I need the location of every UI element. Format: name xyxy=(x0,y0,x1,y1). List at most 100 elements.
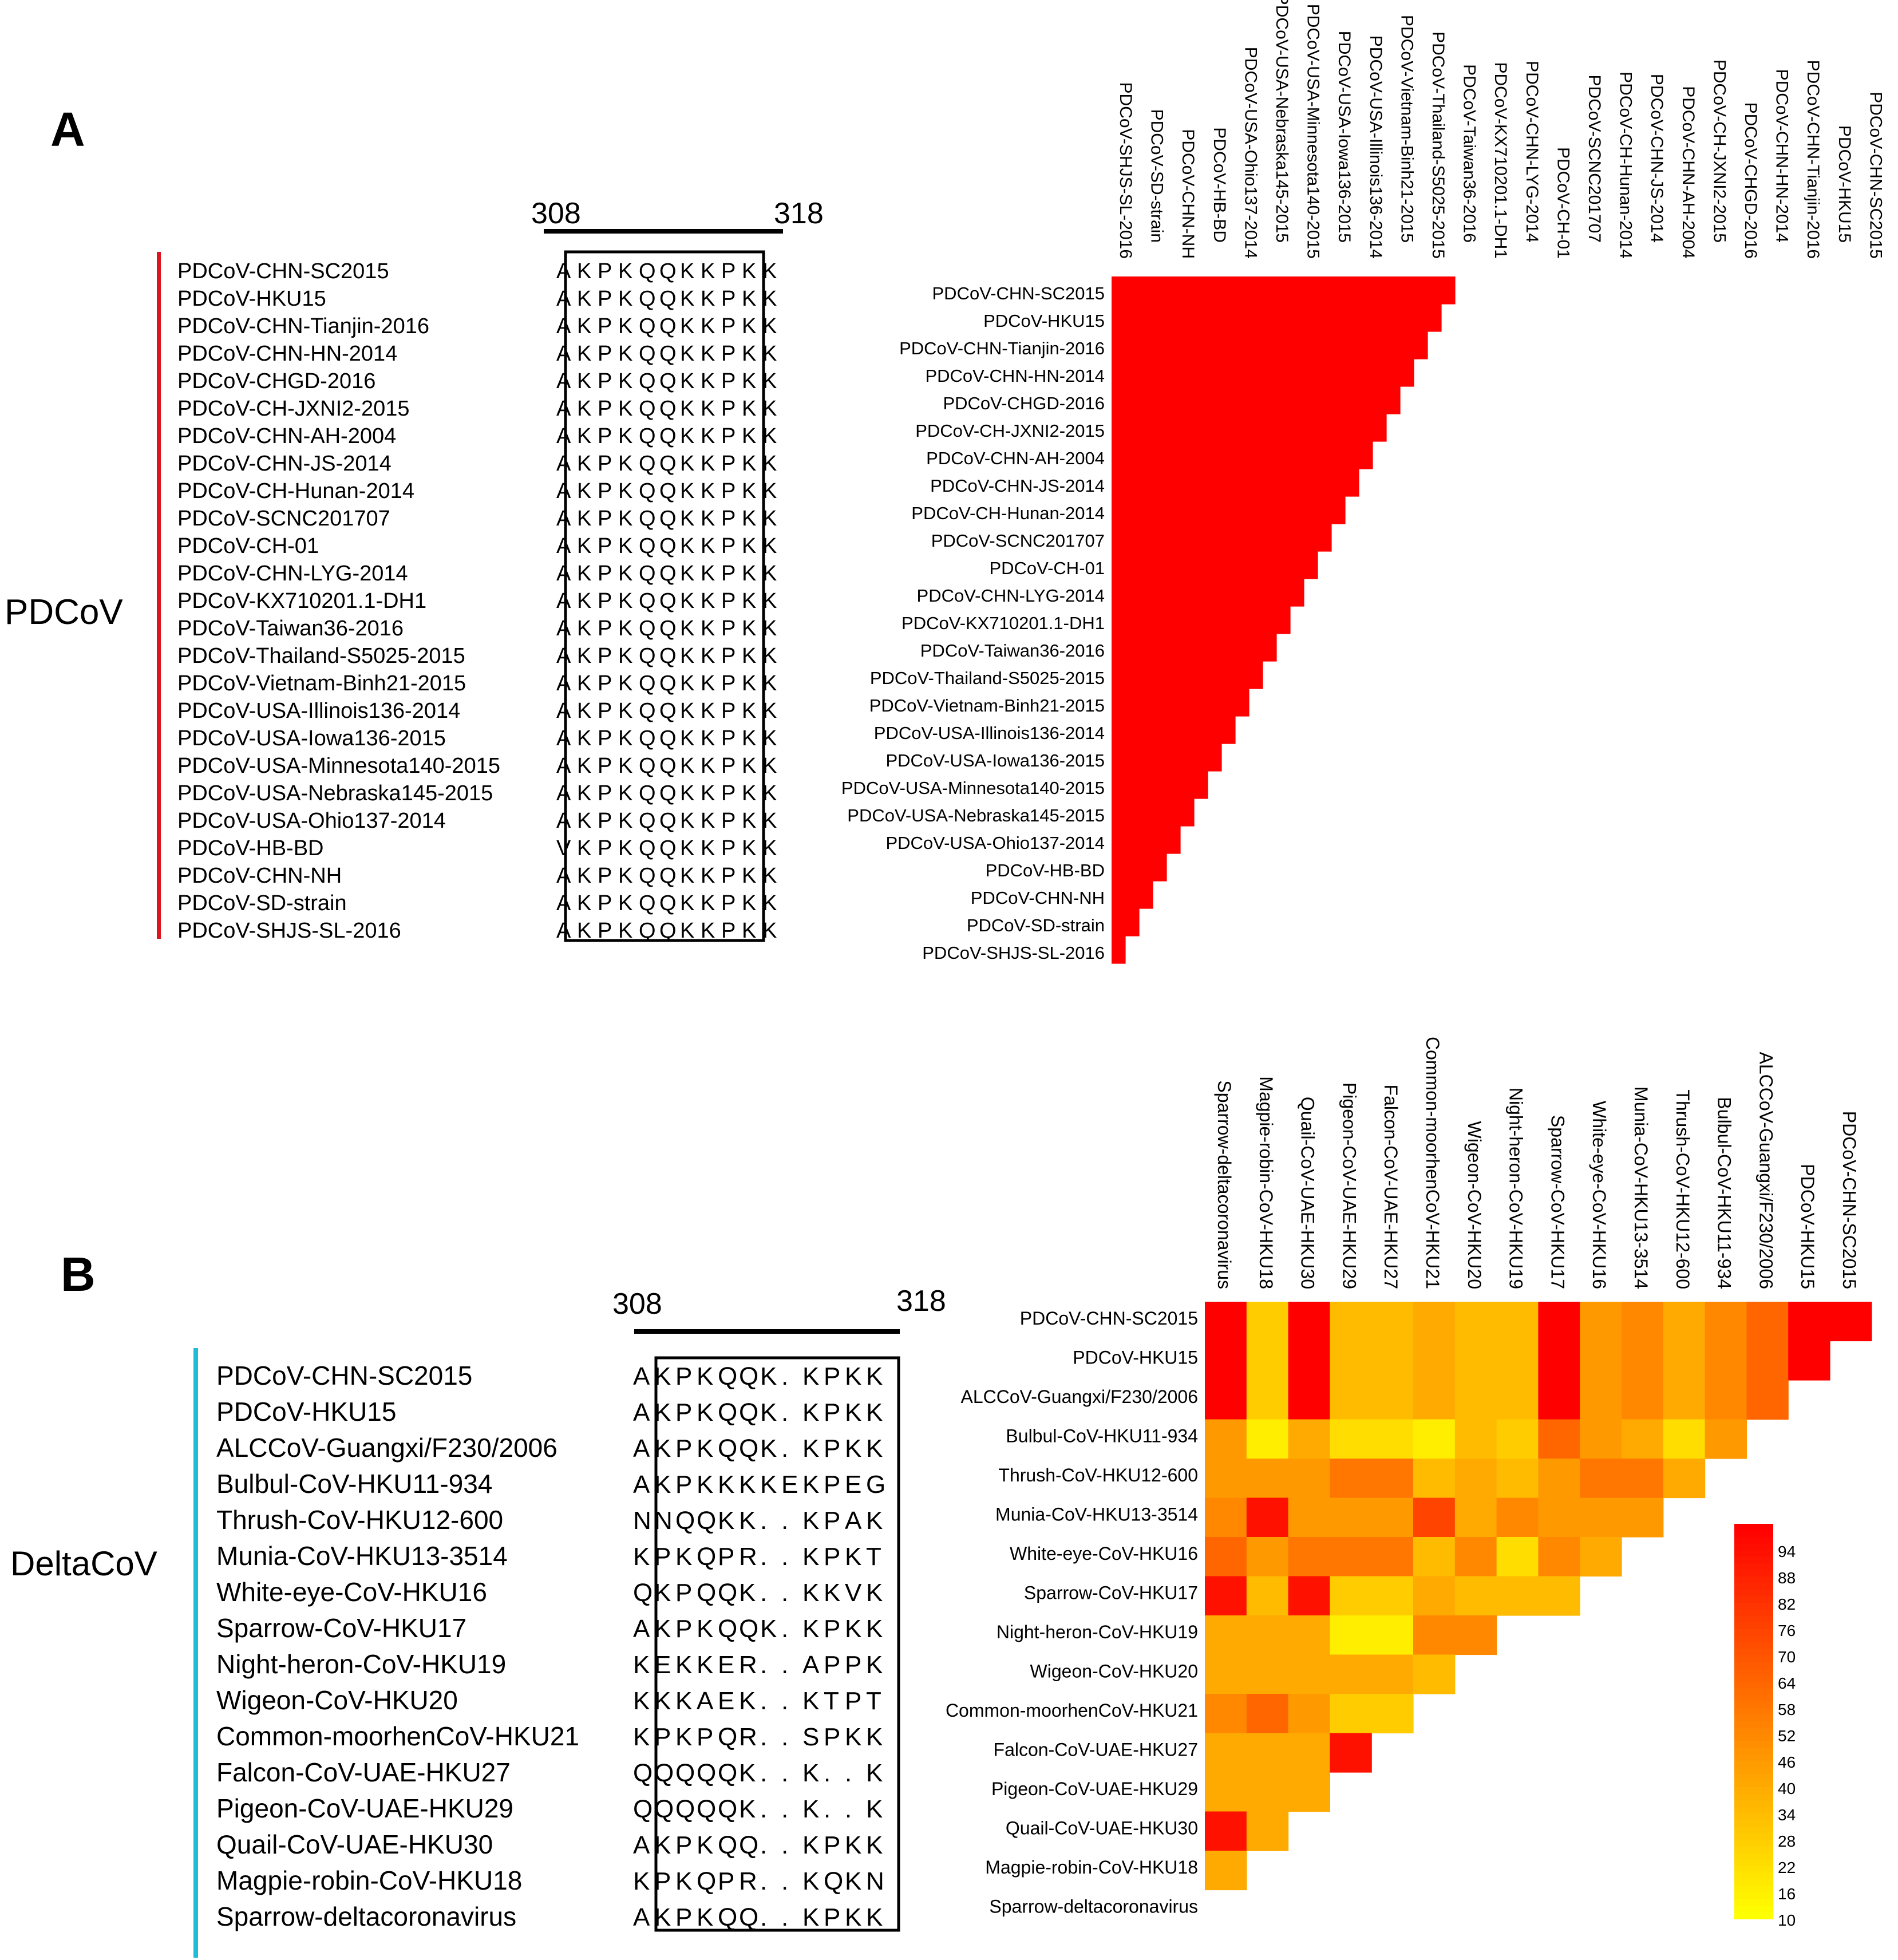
residue: Q xyxy=(697,1795,716,1823)
panel-a-heat-cell xyxy=(1263,606,1277,634)
panel-b-heat-cell xyxy=(1205,1497,1247,1538)
panel-b-heat-cell xyxy=(1454,1459,1497,1499)
scale-tick-label: 16 xyxy=(1778,1885,1796,1903)
residue: A xyxy=(633,1903,650,1931)
scale-swatch xyxy=(1734,1761,1773,1768)
panel-a-heat-cell xyxy=(1167,551,1181,579)
panel-a-heat-cell xyxy=(1235,634,1249,662)
scale-swatch xyxy=(1734,1807,1773,1814)
panel-a-heat-cell xyxy=(1194,771,1208,799)
panel-b-heat-cell xyxy=(1413,1654,1456,1694)
panel-b-heat-cell xyxy=(1371,1459,1414,1499)
residue: K xyxy=(654,1362,671,1390)
panel-b-heat-cell xyxy=(1705,1419,1747,1459)
residue: E xyxy=(654,1651,671,1679)
residue: K xyxy=(618,424,632,448)
residue: Q xyxy=(675,1795,695,1823)
panel-a-row-label: PDCoV-KX710201.1-DH1 xyxy=(901,613,1105,633)
panel-a-heat-cell xyxy=(1386,276,1401,305)
residue: K xyxy=(577,259,591,283)
scale-swatch xyxy=(1734,1616,1773,1623)
panel-b-alignment: A K P K Q Q K. K P K KA K P K Q Q K. K P K KA K P K Q Q K. K P K KA K P K… xyxy=(633,1362,885,1931)
residue: K xyxy=(697,1398,713,1426)
panel-b-heat-cell xyxy=(1580,1459,1622,1499)
residue: K xyxy=(762,726,777,750)
panel-b-heat-cell xyxy=(1288,1302,1330,1342)
panel-b-col-label: Falcon-CoV-UAE-HKU27 xyxy=(1381,1085,1401,1289)
residue: K xyxy=(577,589,591,613)
residue: K xyxy=(701,836,715,860)
panel-a-heat-cell xyxy=(1125,469,1140,497)
residue: P xyxy=(824,1543,840,1571)
panel-a-heat-cell xyxy=(1221,634,1236,662)
residue: Q xyxy=(633,1579,653,1607)
residue: K xyxy=(742,479,756,503)
panel-a-heat-cell xyxy=(1112,331,1126,359)
residue: K xyxy=(718,1507,734,1535)
panel-a-heat-cell xyxy=(1276,276,1291,305)
residue: K xyxy=(802,1615,819,1643)
residue: K xyxy=(618,781,632,805)
residue: K xyxy=(866,1723,883,1751)
residue: Q xyxy=(639,836,656,860)
panel-b-row-label: ALCCoV-Guangxi/F230/2006 xyxy=(961,1386,1198,1407)
panel-b-heat-cell xyxy=(1246,1341,1289,1381)
residue: A xyxy=(556,452,571,476)
panel-a-heat-cell xyxy=(1263,579,1277,607)
panel-b-col-label: Sparrow-CoV-HKU17 xyxy=(1547,1115,1568,1289)
residue: K xyxy=(701,287,715,311)
panel-a-col-label: PDCoV-CHN-NH xyxy=(1179,129,1197,259)
residue: P xyxy=(721,836,736,860)
panel-a-strain-label: PDCoV-KX710201.1-DH1 xyxy=(177,589,426,613)
residue: . xyxy=(760,1831,767,1859)
panel-a-heat-cell xyxy=(1153,386,1167,414)
residue: K xyxy=(762,891,777,915)
residue: P xyxy=(675,1398,692,1426)
panel-a-heat-cell xyxy=(1386,359,1401,387)
residue: Q xyxy=(639,617,656,641)
residue: K xyxy=(742,754,756,778)
panel-b-heat-cell xyxy=(1205,1811,1247,1851)
residue: . xyxy=(760,1795,767,1823)
panel-a-heat-cell xyxy=(1153,579,1167,607)
panel-a-row-label: PDCoV-SD-strain xyxy=(967,915,1105,935)
panel-a-row-label: PDCoV-HKU15 xyxy=(983,311,1105,331)
panel-b-heat-cell xyxy=(1705,1380,1747,1420)
panel-b-heat-cell xyxy=(1496,1576,1539,1616)
residue: . xyxy=(781,1723,788,1751)
residue: . xyxy=(760,1759,767,1787)
panel-a-strain-label: PDCoV-Thailand-S5025-2015 xyxy=(177,644,465,668)
panel-a-row-label: PDCoV-CHN-AH-2004 xyxy=(926,448,1105,468)
panel-b-heat-cell xyxy=(1371,1615,1414,1655)
panel-a-heat-cell xyxy=(1167,744,1181,772)
residue: P xyxy=(721,507,736,531)
panel-b-heat-cell xyxy=(1288,1459,1330,1499)
residue: K xyxy=(802,1867,819,1895)
scale-swatch xyxy=(1734,1754,1773,1761)
residue: P xyxy=(675,1615,692,1643)
panel-a-heat-cell xyxy=(1125,441,1140,469)
panel-a-heat-cell xyxy=(1249,634,1263,662)
residue: K xyxy=(618,754,632,778)
residue: A xyxy=(633,1435,650,1463)
panel-a-heat-cell xyxy=(1318,524,1332,552)
panel-b-heat-cell xyxy=(1580,1380,1622,1420)
panel-b-heat-cell xyxy=(1371,1694,1414,1734)
panel-a-strain-label: PDCoV-CHN-HN-2014 xyxy=(177,342,397,366)
panel-a-heat-cell xyxy=(1208,716,1222,744)
panel-a-heat-cell xyxy=(1276,441,1291,469)
residue: T xyxy=(824,1687,839,1715)
panel-a-label: A xyxy=(50,102,85,156)
residue: A xyxy=(556,479,571,503)
residue: K xyxy=(577,534,591,558)
panel-b-heat-cell xyxy=(1371,1419,1414,1459)
panel-a-heat-cell xyxy=(1318,414,1332,442)
residue: P xyxy=(675,1579,692,1607)
residue: Q xyxy=(659,287,677,311)
panel-a-heat-cell xyxy=(1249,524,1263,552)
panel-a-heat-cell xyxy=(1304,276,1318,305)
panel-b-heat-cell xyxy=(1663,1302,1706,1342)
panel-a-heat-cell xyxy=(1180,496,1195,524)
panel-a-heat-cell xyxy=(1400,359,1414,387)
panel-a-col-label: PDCoV-SCNC201707 xyxy=(1585,75,1604,243)
